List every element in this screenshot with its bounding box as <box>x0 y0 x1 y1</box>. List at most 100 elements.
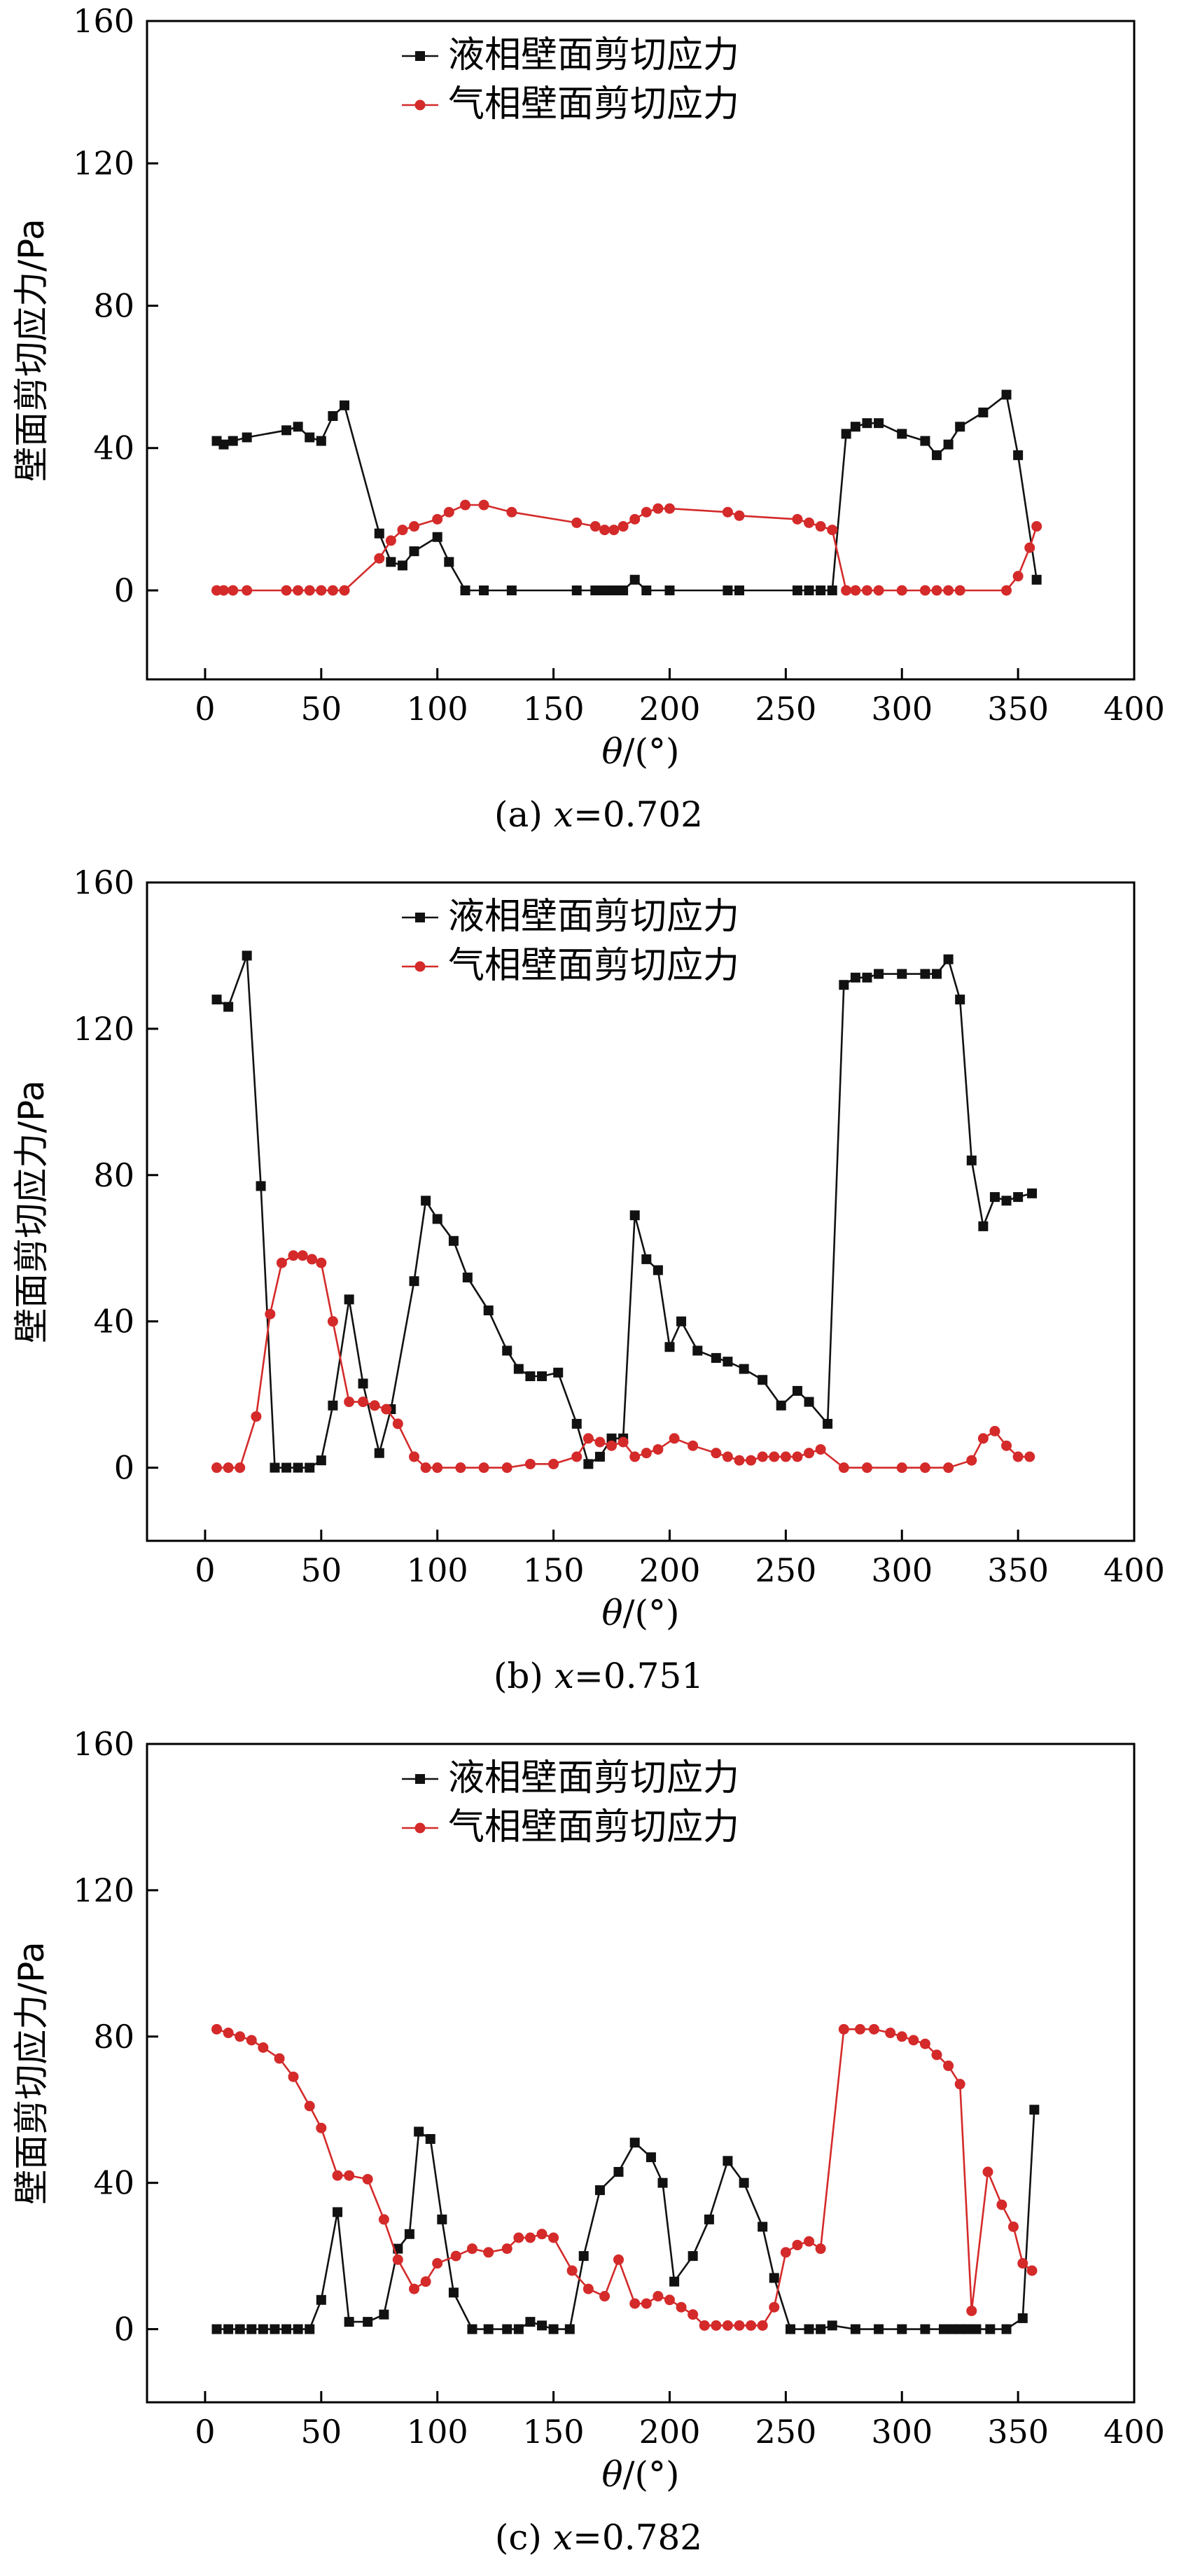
data-point <box>483 2324 494 2334</box>
data-point <box>608 585 619 595</box>
legend-marker <box>414 99 426 111</box>
data-point <box>862 418 872 429</box>
data-point <box>792 2239 803 2250</box>
chart-panel-c: 0 50 100 150 200 250 300 350 400 0 40 80 120 160 θ/(°)… <box>11 1725 1165 2558</box>
data-point <box>943 954 954 964</box>
data-point <box>792 1385 802 1396</box>
data-point <box>838 1462 849 1474</box>
data-point <box>571 585 582 595</box>
x-tick-label: 100 <box>407 690 468 728</box>
data-point <box>332 2170 343 2181</box>
data-point <box>962 2324 972 2334</box>
x-tick-label: 350 <box>987 1551 1049 1589</box>
data-point <box>344 1397 355 1408</box>
data-point <box>448 1235 459 1246</box>
data-point <box>293 422 303 432</box>
y-tick-label: 120 <box>73 1010 134 1048</box>
data-point <box>502 1345 512 1356</box>
x-tick-label: 400 <box>1103 1551 1165 1589</box>
y-tick-label: 0 <box>114 572 134 609</box>
data-point <box>855 2023 866 2035</box>
legend-label: 液相壁面剪切应力 <box>448 1757 739 1799</box>
data-point <box>582 2283 594 2294</box>
data-point <box>358 1378 368 1389</box>
data-point <box>704 2214 714 2224</box>
data-point <box>827 525 838 536</box>
data-point <box>316 2294 326 2305</box>
data-point <box>641 1254 652 1264</box>
data-point <box>653 2291 664 2302</box>
data-point <box>804 2236 815 2247</box>
data-point <box>613 2254 624 2265</box>
data-point <box>344 1294 354 1305</box>
data-point <box>1013 1192 1024 1203</box>
data-point <box>629 1210 640 1221</box>
data-point <box>850 585 861 596</box>
y-tick-label: 0 <box>114 2311 134 2348</box>
data-point <box>739 2177 749 2188</box>
data-point <box>629 1451 641 1462</box>
data-point <box>966 1155 977 1165</box>
data-point <box>982 2166 993 2177</box>
data-point <box>386 557 396 567</box>
data-point <box>874 2324 884 2334</box>
caption-prefix: (a) <box>494 794 554 835</box>
data-point <box>594 1451 605 1462</box>
data-point <box>374 1448 384 1458</box>
y-tick-label: 40 <box>93 429 134 467</box>
x-tick-label: 300 <box>871 690 933 728</box>
x-tick-label: 350 <box>987 2413 1049 2451</box>
data-point <box>548 2232 559 2243</box>
data-point <box>211 2324 222 2334</box>
x-tick-label: 250 <box>755 1551 816 1589</box>
data-point <box>606 1440 618 1451</box>
series-line <box>216 393 1038 592</box>
data-point <box>524 1458 536 1469</box>
data-point <box>258 2042 269 2053</box>
x-tick-label: 50 <box>301 1551 342 1589</box>
data-point <box>211 995 222 1005</box>
data-point <box>385 535 396 546</box>
data-point <box>571 1451 582 1462</box>
x-tick-label: 300 <box>871 1551 933 1589</box>
data-point <box>242 585 253 596</box>
data-point <box>776 1400 786 1411</box>
caption-prefix: (c) <box>495 2517 553 2558</box>
data-point <box>228 585 239 596</box>
legend-label: 液相壁面剪切应力 <box>448 896 739 938</box>
data-point <box>274 2053 285 2064</box>
data-point <box>1017 2313 1028 2323</box>
data-point <box>251 1411 262 1422</box>
data-point <box>478 1462 489 1474</box>
data-point <box>723 585 733 595</box>
data-point <box>780 2247 791 2258</box>
data-point <box>758 1375 768 1385</box>
data-point <box>989 1425 1000 1436</box>
data-point <box>437 2214 447 2224</box>
data-point <box>228 436 238 446</box>
data-point <box>362 2173 373 2184</box>
data-point <box>868 2023 879 2035</box>
x-tick-label: 0 <box>195 2413 215 2451</box>
data-point <box>304 585 315 596</box>
data-point <box>841 585 852 596</box>
data-point <box>996 2199 1007 2210</box>
y-tick-label: 120 <box>73 1871 134 1909</box>
data-point <box>506 585 517 595</box>
data-point <box>363 2317 373 2327</box>
data-point <box>688 2309 699 2320</box>
data-point <box>392 2254 403 2265</box>
data-point <box>564 2324 575 2334</box>
data-point <box>613 2167 624 2177</box>
data-point <box>333 2207 343 2217</box>
caption-variable: x <box>554 1656 574 1696</box>
data-point <box>327 585 338 596</box>
data-point <box>450 2250 461 2262</box>
data-point <box>618 585 629 595</box>
data-point <box>792 1451 803 1462</box>
data-point <box>827 2320 837 2331</box>
data-point <box>369 1400 380 1411</box>
data-point <box>432 2258 443 2269</box>
data-point <box>258 2324 268 2334</box>
data-point <box>722 506 733 518</box>
